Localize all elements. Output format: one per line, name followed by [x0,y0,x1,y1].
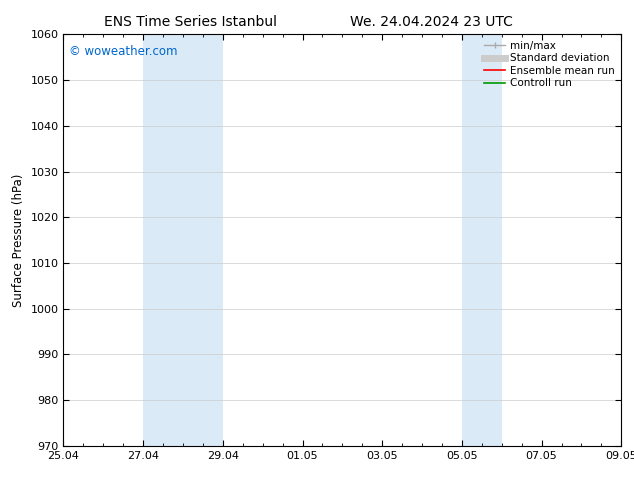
Text: ENS Time Series Istanbul: ENS Time Series Istanbul [104,15,276,29]
Text: We. 24.04.2024 23 UTC: We. 24.04.2024 23 UTC [350,15,512,29]
Y-axis label: Surface Pressure (hPa): Surface Pressure (hPa) [12,173,25,307]
Bar [143,34,223,446]
Legend: min/max, Standard deviation, Ensemble mean run, Controll run: min/max, Standard deviation, Ensemble me… [480,36,619,93]
Text: © woweather.com: © woweather.com [69,45,178,58]
Bar [462,34,501,446]
